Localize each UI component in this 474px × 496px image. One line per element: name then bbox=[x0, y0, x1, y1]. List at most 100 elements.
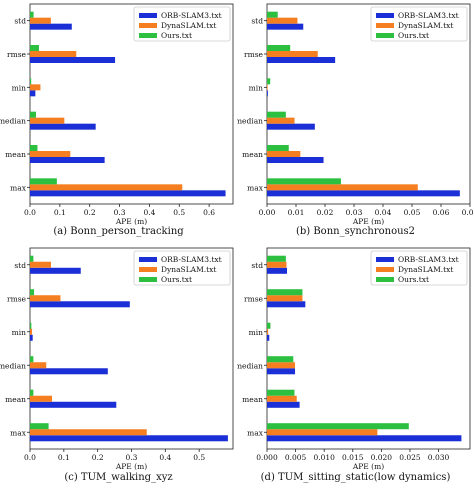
bar-orb-rmse bbox=[267, 57, 336, 63]
bar-dyna-rmse bbox=[30, 295, 61, 302]
legend-label-ours: Ours.txt bbox=[161, 31, 192, 40]
legend-label-dyna: DynaSLAM.txt bbox=[161, 265, 216, 274]
bar-ours-median bbox=[30, 111, 36, 118]
x-tick-label: 0.4 bbox=[159, 453, 171, 462]
bar-ours-max bbox=[267, 178, 341, 185]
y-tick-label-mean: mean bbox=[5, 150, 26, 159]
legend-swatch-orb bbox=[139, 13, 157, 18]
bar-ours-std bbox=[30, 11, 34, 18]
bar-orb-min bbox=[30, 90, 36, 97]
legend-box bbox=[370, 250, 468, 286]
x-tick-label: 0.6 bbox=[203, 208, 215, 217]
bar-orb-rmse bbox=[267, 301, 306, 308]
x-tick-label: 0.03 bbox=[346, 208, 363, 217]
legend-swatch-orb bbox=[376, 257, 394, 262]
bar-ours-min bbox=[30, 322, 32, 329]
bar-orb-max bbox=[30, 435, 228, 442]
bar-dyna-mean bbox=[267, 151, 301, 157]
bar-orb-mean bbox=[267, 157, 324, 163]
y-tick-label-median: median bbox=[0, 361, 26, 370]
legend-label-orb: ORB-SLAM3.txt bbox=[161, 11, 222, 20]
caption-d: (d) TUM_sitting_static(low dynamics) bbox=[260, 472, 451, 483]
bar-dyna-median bbox=[30, 362, 47, 369]
bar-dyna-mean bbox=[30, 395, 52, 402]
x-tick-label: 0.2 bbox=[92, 453, 104, 462]
y-tick-label-rmse: rmse bbox=[7, 294, 27, 303]
bar-orb-mean bbox=[267, 401, 300, 408]
x-tick-label: 0.015 bbox=[342, 453, 364, 462]
chart-panel-a: max mean median min rmse std 0.0 0.1 0.2 0.3 0.4 0.… bbox=[0, 0, 237, 244]
bar-orb-mean bbox=[30, 157, 105, 163]
bar-orb-rmse bbox=[30, 57, 116, 63]
legend-label-orb: ORB-SLAM3.txt bbox=[161, 255, 222, 264]
x-axis-label: APE (m) bbox=[115, 462, 147, 471]
chart-svg-b: max mean median min rmse std 0.00 0.01 0.02 0.03 0… bbox=[235, 3, 474, 226]
bar-dyna-std bbox=[267, 261, 287, 268]
bar-ours-mean bbox=[267, 145, 289, 151]
bar-dyna-mean bbox=[30, 151, 71, 157]
legend-swatch-ours bbox=[376, 33, 394, 38]
x-tick-label: 0.01 bbox=[288, 208, 305, 217]
bar-ours-mean bbox=[30, 389, 34, 396]
y-tick-label-std: std bbox=[251, 261, 263, 270]
legend-label-dyna: DynaSLAM.txt bbox=[161, 21, 216, 30]
legend-swatch-orb bbox=[139, 257, 157, 262]
legend-swatch-dyna bbox=[139, 267, 157, 272]
x-axis-label: APE (m) bbox=[115, 217, 147, 226]
bar-dyna-median bbox=[267, 362, 296, 369]
bottom-strip bbox=[0, 489, 474, 496]
x-tick-label: 0.07 bbox=[462, 208, 474, 217]
legend-label-dyna: DynaSLAM.txt bbox=[398, 21, 453, 30]
bar-ours-min bbox=[267, 322, 271, 329]
bar-ours-median bbox=[30, 356, 34, 363]
x-tick-label: 0.1 bbox=[58, 453, 70, 462]
x-tick-label: 0.0 bbox=[24, 208, 36, 217]
chart-svg-c: max mean median min rmse std 0.0 0.1 0.2 0.3 0.4 0.… bbox=[0, 247, 234, 471]
x-tick-label: 0.025 bbox=[399, 453, 421, 462]
bar-orb-max bbox=[30, 190, 226, 197]
y-tick-label-rmse: rmse bbox=[7, 50, 27, 59]
bar-dyna-rmse bbox=[30, 51, 77, 57]
y-tick-label-median: median bbox=[0, 117, 26, 126]
bar-ours-mean bbox=[267, 389, 295, 396]
x-tick-label: 0.000 bbox=[256, 453, 278, 462]
x-tick-label: 0.06 bbox=[433, 208, 450, 217]
x-tick-label: 0.1 bbox=[54, 208, 66, 217]
x-tick-label: 0.010 bbox=[313, 453, 335, 462]
bar-orb-median bbox=[30, 123, 96, 130]
x-tick-label: 0.3 bbox=[126, 453, 138, 462]
x-tick-label: 0.04 bbox=[375, 208, 392, 217]
legend-swatch-dyna bbox=[376, 23, 394, 28]
x-tick-label: 0.030 bbox=[428, 453, 450, 462]
bar-dyna-max bbox=[267, 184, 418, 191]
bar-ours-median bbox=[267, 111, 286, 118]
legend-swatch-orb bbox=[376, 13, 394, 18]
y-tick-label-rmse: rmse bbox=[244, 294, 264, 303]
bar-ours-median bbox=[267, 356, 294, 363]
x-tick-label: 0.05 bbox=[404, 208, 421, 217]
x-tick-label: 0.00 bbox=[259, 208, 276, 217]
bar-ours-min bbox=[30, 78, 32, 85]
bar-ours-min bbox=[267, 78, 271, 85]
bar-orb-std bbox=[267, 23, 304, 30]
legend-swatch-ours bbox=[376, 277, 394, 282]
bar-dyna-max bbox=[30, 429, 147, 436]
y-tick-label-rmse: rmse bbox=[244, 50, 264, 59]
bar-dyna-min bbox=[30, 328, 33, 335]
x-tick-label: 0.3 bbox=[114, 208, 126, 217]
bar-ours-max bbox=[30, 178, 57, 185]
x-tick-label: 0.5 bbox=[193, 453, 205, 462]
bar-dyna-min bbox=[267, 328, 269, 335]
bar-ours-max bbox=[267, 423, 409, 430]
y-tick-label-std: std bbox=[14, 261, 26, 270]
y-tick-label-mean: mean bbox=[242, 395, 263, 404]
bar-ours-rmse bbox=[267, 45, 291, 51]
bar-dyna-std bbox=[30, 17, 51, 24]
bar-ours-rmse bbox=[30, 289, 35, 296]
x-tick-label: 0.5 bbox=[173, 208, 185, 217]
y-tick-label-std: std bbox=[251, 17, 263, 26]
bar-orb-median bbox=[267, 368, 296, 375]
bar-orb-max bbox=[267, 435, 462, 442]
x-tick-label: 0.2 bbox=[84, 208, 96, 217]
bar-dyna-min bbox=[30, 84, 41, 91]
